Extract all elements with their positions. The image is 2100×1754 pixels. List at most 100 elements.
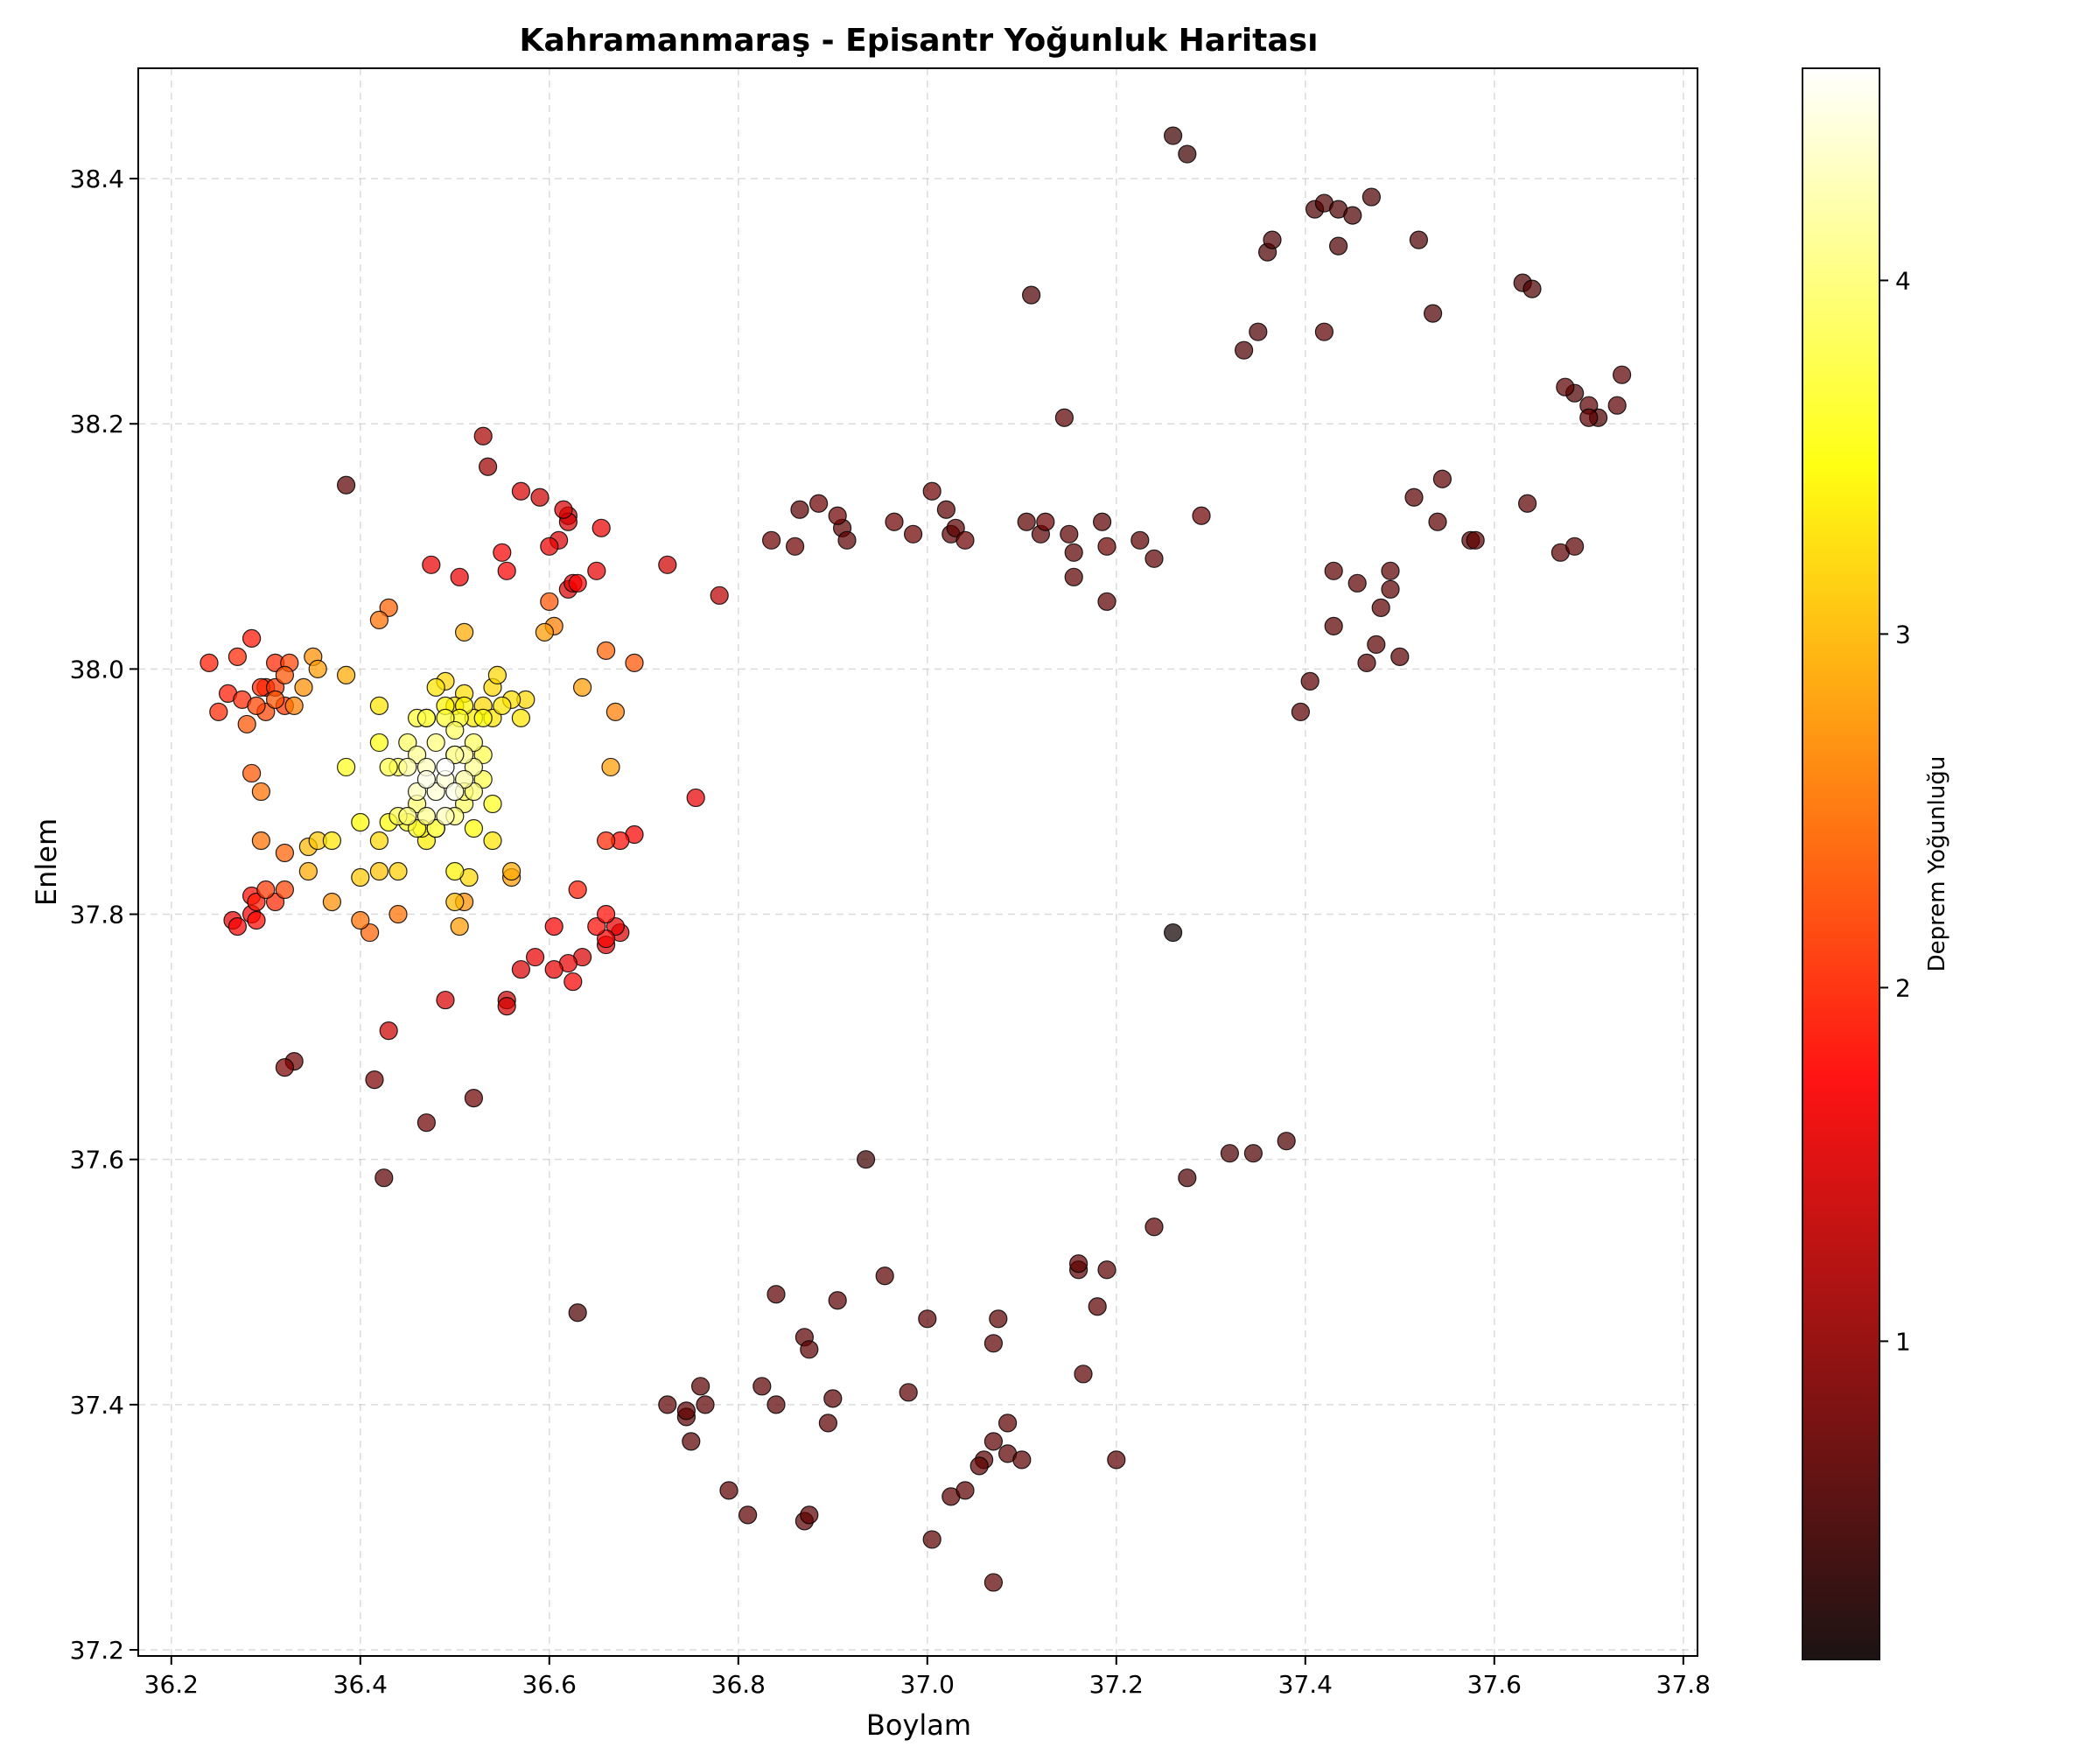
epicenter-point	[275, 1058, 294, 1077]
colorbar-tick-label: 4	[1895, 266, 1911, 295]
epicenter-point	[388, 861, 408, 881]
grid	[138, 68, 1698, 1656]
epicenter-point	[1220, 1144, 1240, 1163]
y-tick-label: 38.0	[70, 655, 124, 684]
epicenter-point	[360, 923, 380, 943]
x-tick-label: 36.6	[522, 1670, 577, 1699]
epicenter-point	[1068, 1254, 1088, 1273]
epicenter-point	[1107, 1450, 1126, 1470]
epicenter-point	[1381, 561, 1400, 580]
epicenter-point	[1277, 1132, 1296, 1151]
epicenter-point	[568, 880, 587, 900]
colorbar-ticks: 1 2 3 4	[1880, 266, 1911, 1356]
epicenter-point	[1564, 537, 1585, 556]
epicenter-point	[946, 518, 965, 537]
epicenter-point	[365, 1070, 384, 1090]
epicenter-point	[483, 794, 502, 814]
epicenter-point	[766, 1395, 786, 1414]
epicenter-point	[856, 1150, 876, 1169]
epicenter-point	[388, 904, 408, 924]
epicenter-point	[984, 1432, 1004, 1451]
epicenter-point	[398, 806, 417, 826]
epicenter-point	[450, 567, 469, 586]
epicenter-point	[351, 812, 370, 832]
x-tick-label: 37.2	[1089, 1670, 1144, 1699]
epicenter-point	[535, 622, 555, 642]
epicenter-point	[596, 904, 616, 924]
epicenter-point	[1163, 923, 1183, 943]
epicenter-point	[416, 1113, 436, 1133]
epicenter-point	[606, 702, 626, 722]
epicenter-point	[322, 831, 341, 851]
epicenter-point	[885, 512, 904, 531]
epicenter-point	[596, 929, 616, 949]
epicenter-point	[601, 757, 620, 777]
epicenter-point	[710, 586, 729, 605]
epicenter-point	[1371, 598, 1390, 617]
epicenter-point	[416, 769, 436, 789]
epicenter-point	[426, 733, 445, 753]
epicenter-point	[369, 831, 388, 851]
epicenter-point	[483, 831, 502, 851]
epicenter-point	[1144, 1217, 1164, 1237]
y-tick-label: 37.6	[70, 1146, 124, 1175]
x-tick-label: 37.4	[1278, 1670, 1333, 1699]
epicenter-point	[242, 763, 262, 783]
epicenter-point	[568, 1303, 587, 1323]
epicenter-point	[369, 861, 388, 881]
epicenter-point	[416, 806, 436, 826]
epicenter-point	[426, 677, 445, 697]
epicenter-point	[436, 757, 455, 777]
epicenter-point	[1381, 579, 1400, 599]
plot-frame	[137, 67, 1698, 1657]
epicenter-point	[1404, 488, 1424, 507]
epicenter-point	[1409, 230, 1429, 249]
epicenter-point	[408, 818, 427, 838]
epicenter-point	[379, 757, 398, 777]
epicenter-point	[1607, 396, 1627, 415]
epicenter-point	[808, 494, 829, 513]
epicenter-point	[823, 1389, 843, 1408]
epicenter-point	[875, 1266, 894, 1286]
epicenter-point	[445, 745, 465, 765]
epicenter-point	[790, 500, 809, 519]
y-tick-label: 38.4	[70, 165, 124, 193]
epicenter-point	[497, 996, 516, 1016]
epicenter-point	[436, 708, 455, 728]
epicenter-point	[1428, 512, 1447, 531]
epicenter-point	[922, 1530, 942, 1549]
epicenter-point	[837, 530, 857, 550]
epicenter-point	[398, 733, 417, 753]
epicenter-point	[766, 1285, 786, 1304]
epicenter-point	[1390, 647, 1410, 666]
epicenter-point	[426, 782, 445, 802]
epicenter-point	[800, 1340, 819, 1359]
colorbar-label: Deprem Yoğunluğu	[1924, 756, 1950, 972]
epicenter-point	[275, 843, 294, 863]
epicenter-point	[228, 916, 247, 937]
epicenter-point	[408, 782, 427, 802]
epicenter-point	[587, 561, 606, 580]
epicenter-point	[1060, 524, 1079, 544]
epicenter-point	[1367, 635, 1386, 654]
epicenter-point	[970, 1456, 989, 1476]
epicenter-point	[266, 892, 285, 912]
epicenter-point	[1263, 230, 1282, 249]
epicenter-point	[1021, 285, 1041, 305]
epicenter-point	[337, 665, 356, 684]
epicenter-point	[1432, 469, 1452, 488]
epicenter-point	[1036, 512, 1055, 531]
epicenter-point	[1362, 187, 1382, 207]
epicenter-point	[752, 1377, 772, 1396]
epicenter-point	[1097, 1260, 1116, 1280]
epicenter-point	[308, 659, 327, 678]
epicenter-point	[525, 947, 545, 967]
epicenter-point	[251, 831, 270, 851]
epicenter-point	[351, 867, 370, 888]
epicenter-point	[1249, 322, 1268, 341]
epicenter-point	[903, 524, 923, 544]
epicenter-point	[408, 745, 427, 765]
epicenter-point	[464, 1089, 484, 1108]
epicenter-point	[696, 1395, 715, 1414]
epicenter-point	[209, 702, 228, 722]
